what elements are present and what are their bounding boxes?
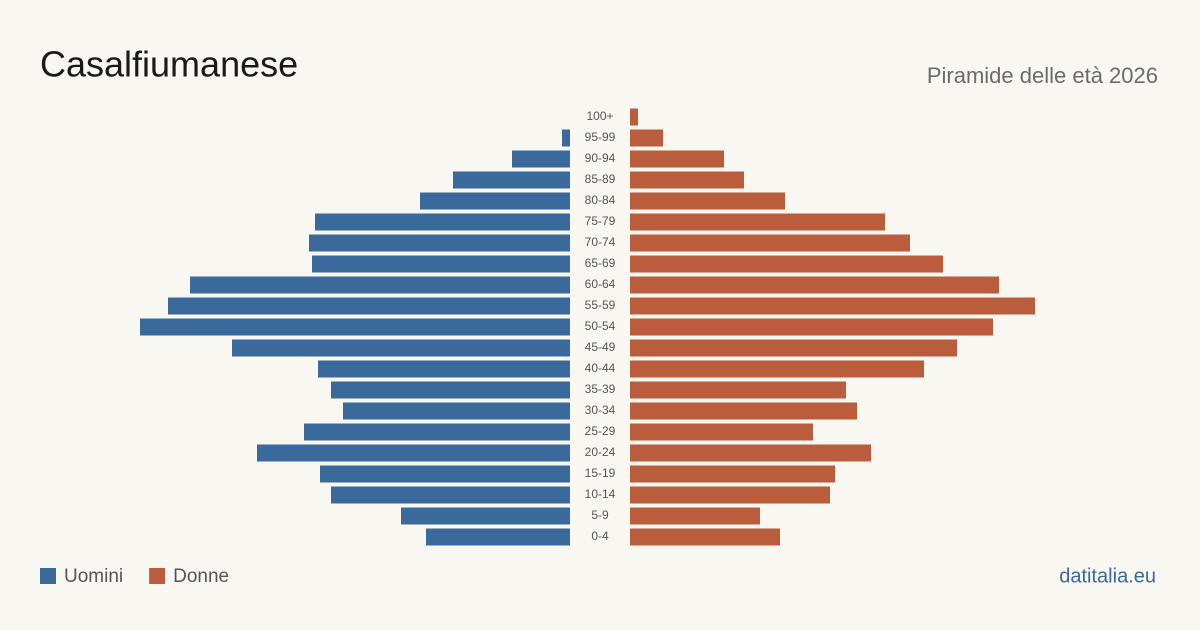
age-label: 65-69 bbox=[585, 256, 616, 270]
source: datitalia.eu bbox=[1059, 565, 1156, 587]
bar bbox=[304, 423, 570, 441]
age-label: 25-29 bbox=[585, 424, 616, 438]
chart-subtitle: Piramide delle età 2026 bbox=[927, 63, 1158, 88]
bar bbox=[331, 486, 570, 504]
age-label: 40-44 bbox=[585, 361, 616, 375]
bar bbox=[630, 108, 638, 126]
age-label: 55-59 bbox=[585, 298, 616, 312]
bar bbox=[630, 318, 993, 336]
bar bbox=[312, 255, 570, 273]
bar bbox=[630, 276, 999, 294]
bar bbox=[331, 381, 570, 399]
bar bbox=[562, 129, 570, 147]
bar bbox=[426, 528, 570, 546]
age-label: 70-74 bbox=[585, 235, 616, 249]
bar bbox=[630, 423, 813, 441]
age-label: 10-14 bbox=[585, 487, 616, 501]
bar bbox=[309, 234, 570, 252]
bar bbox=[343, 402, 570, 420]
bar bbox=[318, 360, 570, 378]
age-label: 80-84 bbox=[585, 193, 616, 207]
bar bbox=[630, 297, 1035, 315]
bar bbox=[190, 276, 570, 294]
age-label: 50-54 bbox=[585, 319, 616, 333]
age-label: 20-24 bbox=[585, 445, 616, 459]
legend-swatch bbox=[149, 568, 166, 584]
age-label: 90-94 bbox=[585, 151, 616, 165]
bar bbox=[630, 213, 885, 231]
bar bbox=[630, 360, 924, 378]
age-label: 30-34 bbox=[585, 403, 616, 417]
bar bbox=[512, 150, 570, 168]
bar bbox=[630, 234, 910, 252]
age-label: 75-79 bbox=[585, 214, 616, 228]
age-label: 45-49 bbox=[585, 340, 616, 354]
bar bbox=[257, 444, 570, 462]
bar bbox=[168, 297, 570, 315]
bar bbox=[320, 465, 570, 483]
legend-swatch bbox=[40, 568, 56, 584]
bar bbox=[140, 318, 570, 336]
bar bbox=[630, 255, 943, 273]
legend-label: Donne bbox=[173, 566, 229, 587]
bar bbox=[630, 507, 760, 525]
age-label: 5-9 bbox=[591, 508, 609, 522]
bar bbox=[630, 192, 785, 210]
bar bbox=[453, 171, 570, 189]
age-label: 95-99 bbox=[585, 130, 616, 144]
chart-title: Casalfiumanese bbox=[40, 44, 298, 85]
bar bbox=[630, 402, 857, 420]
age-label: 0-4 bbox=[591, 529, 609, 543]
bar bbox=[630, 171, 744, 189]
age-label: 60-64 bbox=[585, 277, 616, 291]
bar bbox=[401, 507, 570, 525]
bar bbox=[630, 528, 780, 546]
bar bbox=[232, 339, 570, 357]
bar bbox=[630, 129, 663, 147]
bar bbox=[630, 150, 724, 168]
bar bbox=[630, 339, 957, 357]
age-label: 15-19 bbox=[585, 466, 616, 480]
bar bbox=[630, 486, 830, 504]
bar bbox=[420, 192, 570, 210]
age-label: 35-39 bbox=[585, 382, 616, 396]
age-label: 85-89 bbox=[585, 172, 616, 186]
bar bbox=[630, 465, 835, 483]
legend-label: Uomini bbox=[64, 566, 123, 587]
bar bbox=[630, 444, 871, 462]
bar bbox=[630, 381, 846, 399]
age-label: 100+ bbox=[586, 109, 613, 123]
bar bbox=[315, 213, 570, 231]
